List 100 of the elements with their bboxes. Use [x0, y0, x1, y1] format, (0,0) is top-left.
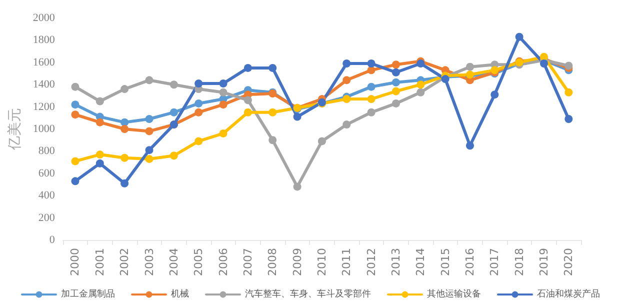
point [71, 100, 80, 109]
point [342, 76, 351, 84]
point [219, 79, 228, 88]
y-tick-label: 1600 [32, 56, 56, 68]
y-axis-title: 亿美元 [7, 108, 23, 151]
y-tick-label: 1200 [32, 100, 56, 113]
x-tick-label: 2019 [537, 248, 550, 276]
point [367, 95, 376, 104]
point [145, 76, 154, 84]
point [170, 80, 178, 89]
point [540, 60, 548, 68]
x-tick-label: 2020 [562, 248, 576, 276]
point [71, 177, 80, 186]
point [392, 68, 400, 76]
y-tick-label: 2000 [32, 12, 56, 24]
point [145, 146, 154, 154]
point [392, 60, 400, 69]
point [145, 115, 154, 124]
x-tick-label: 2011 [340, 248, 354, 276]
x-tick-label: 2005 [192, 248, 206, 276]
point [392, 78, 400, 86]
point [342, 95, 351, 104]
point [120, 125, 129, 133]
x-tick-label: 2016 [463, 248, 476, 276]
x-tick-label: 2003 [142, 248, 156, 276]
point [96, 150, 104, 159]
point [244, 96, 252, 104]
x-tick-label: 2002 [118, 248, 132, 276]
point [293, 182, 302, 191]
x-tick-label: 2000 [68, 248, 82, 276]
point [194, 79, 203, 88]
x-tick-label: 2007 [241, 248, 254, 276]
point [416, 80, 425, 89]
point [71, 110, 80, 119]
x-tick-label: 2013 [389, 248, 402, 276]
point [540, 52, 548, 61]
point [219, 88, 228, 96]
x-tick-label: 2008 [266, 248, 280, 276]
point [367, 66, 376, 74]
x-tick-label: 2004 [167, 248, 180, 276]
x-tick-label: 2001 [93, 248, 106, 276]
point [120, 118, 129, 126]
point [219, 129, 228, 138]
legend-label: 石油和煤炭产品 [537, 288, 600, 300]
x-tick-label: 2015 [438, 248, 452, 276]
point [466, 142, 474, 150]
y-tick-label: 200 [38, 212, 56, 224]
point [145, 127, 154, 136]
point [441, 75, 450, 84]
point [120, 154, 129, 162]
x-tick-label: 2006 [216, 248, 230, 276]
point [71, 82, 80, 91]
point [342, 120, 351, 129]
point [244, 108, 252, 116]
point [392, 99, 400, 108]
y-tick-label: 800 [38, 145, 56, 158]
point [96, 159, 104, 168]
point [367, 82, 376, 91]
y-tick-label: 600 [38, 167, 56, 180]
y-tick-label: 1000 [32, 123, 56, 135]
point [318, 137, 326, 146]
legend-label: 加工金属制品 [61, 288, 115, 300]
point [194, 137, 203, 146]
point [293, 112, 302, 121]
point [145, 154, 154, 163]
point [466, 62, 474, 71]
x-tick-label: 2012 [364, 248, 378, 276]
point [515, 32, 524, 41]
legend-label: 机械 [171, 288, 189, 300]
y-tick-label: 400 [38, 190, 56, 202]
point [367, 108, 376, 116]
point [268, 64, 277, 72]
point [71, 157, 80, 166]
point [120, 179, 129, 188]
point [416, 88, 425, 96]
point [194, 99, 203, 108]
x-tick-label: 2017 [488, 248, 502, 276]
point [244, 64, 252, 72]
y-tick-label: 0 [49, 234, 56, 246]
point [564, 115, 573, 124]
point [342, 60, 351, 68]
y-tick-label: 1400 [32, 78, 56, 91]
point [170, 152, 178, 160]
point [392, 87, 400, 96]
point [219, 100, 228, 109]
point [170, 108, 178, 116]
x-tick-label: 2014 [414, 248, 428, 276]
point [268, 108, 277, 116]
x-tick-label: 2010 [315, 248, 328, 276]
point [96, 118, 104, 126]
point [96, 97, 104, 106]
point [194, 108, 203, 116]
x-tick-label: 2018 [512, 248, 526, 276]
legend-label: 其他运输设备 [427, 288, 481, 300]
point [490, 90, 499, 99]
point [367, 60, 376, 68]
point [416, 60, 425, 68]
x-tick-label: 2009 [290, 248, 304, 276]
legend-label: 汽车整车、车身、车斗及零部件 [245, 288, 371, 300]
point [120, 85, 129, 94]
